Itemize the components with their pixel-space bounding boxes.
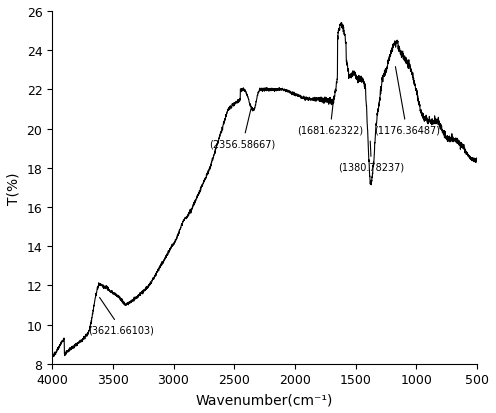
Text: (2356.58667): (2356.58667) (210, 109, 276, 149)
Text: (1681.62322): (1681.62322) (297, 103, 363, 135)
Text: (1176.36487): (1176.36487) (373, 67, 439, 135)
X-axis label: Wavenumber(cm⁻¹): Wavenumber(cm⁻¹) (196, 392, 333, 406)
Text: (3621.66103): (3621.66103) (88, 298, 154, 335)
Y-axis label: T(%): T(%) (7, 172, 21, 204)
Text: (1380.78237): (1380.78237) (338, 142, 404, 173)
